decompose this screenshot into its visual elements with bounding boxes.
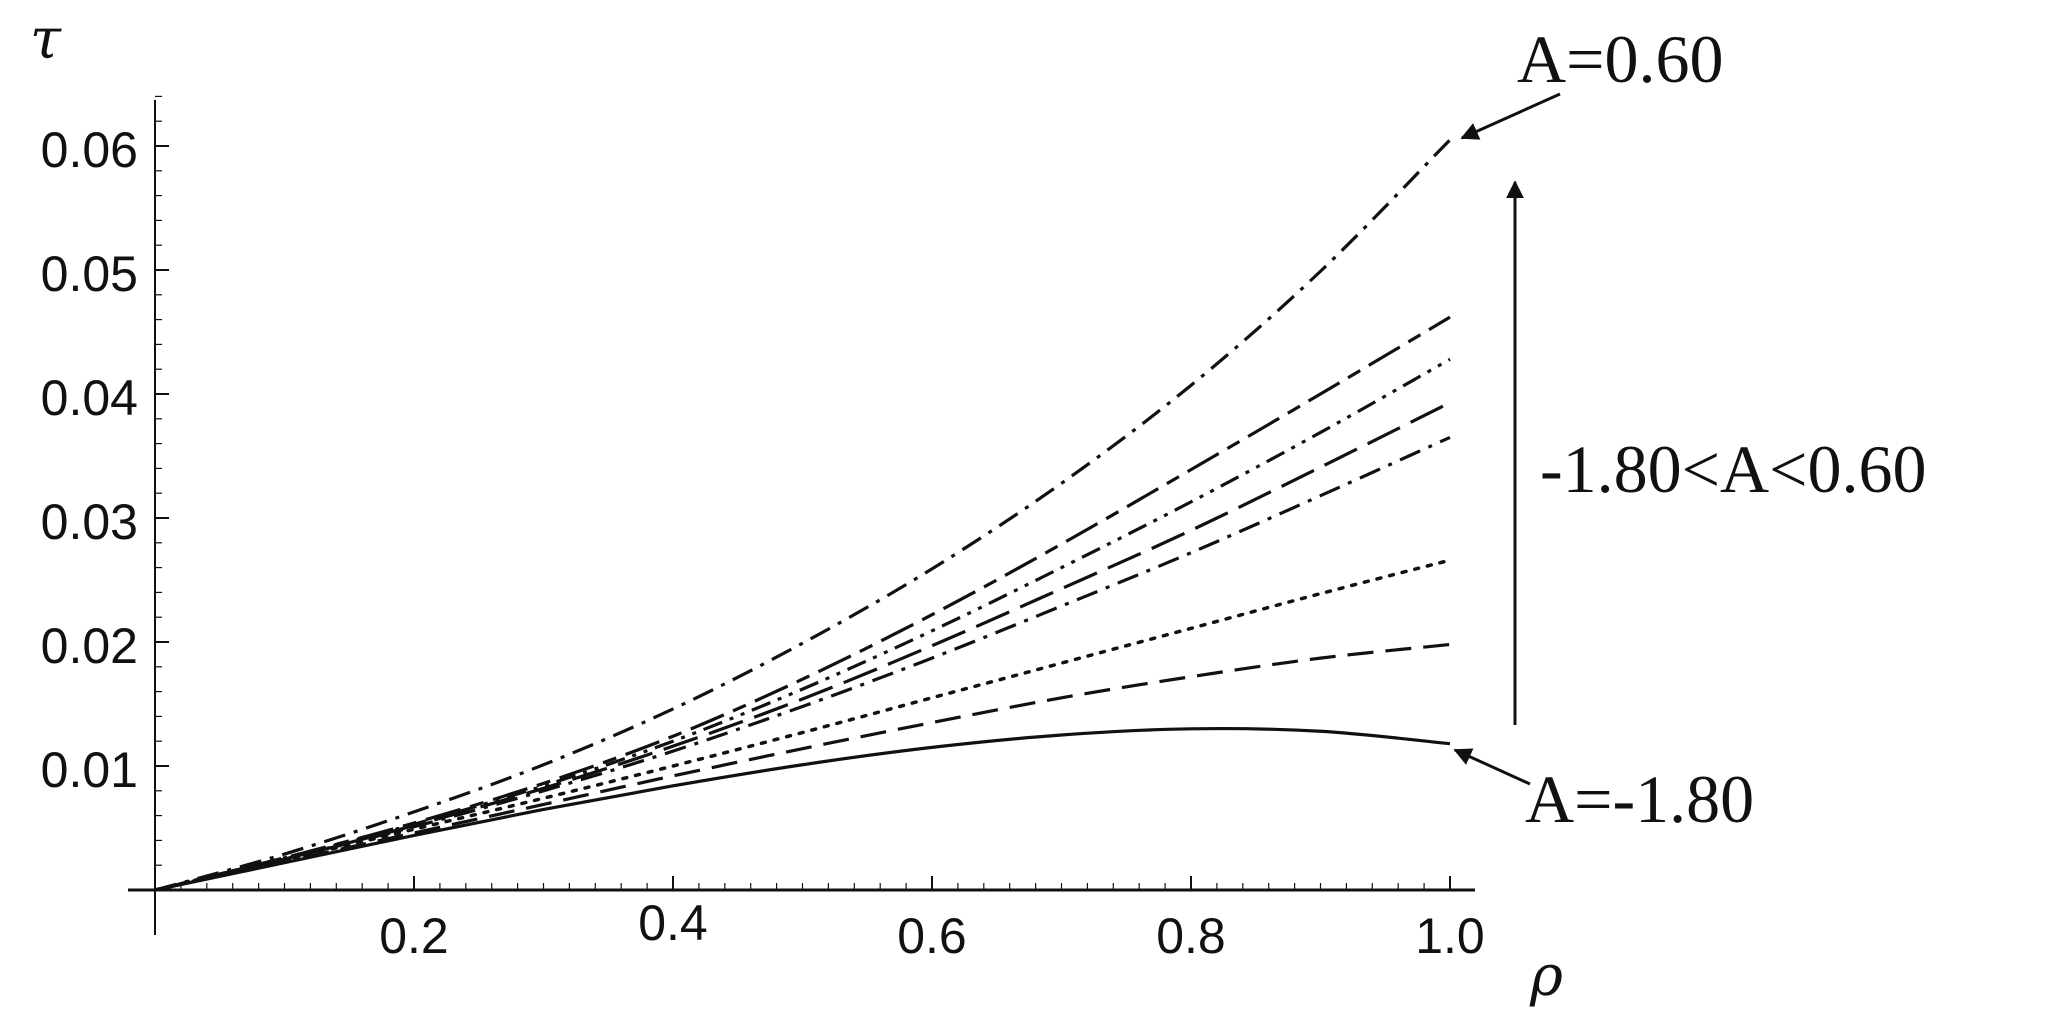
series-line-3 — [153, 558, 1452, 892]
y-axis-label: τ — [30, 7, 62, 72]
x-tick-label: 0.6 — [897, 908, 967, 964]
x-tick-label: 0.8 — [1156, 908, 1226, 964]
axes — [128, 95, 1475, 935]
series-layer — [153, 138, 1452, 892]
series-line-1 — [154, 726, 1451, 892]
y-tick-label: 0.04 — [41, 370, 138, 426]
annotation-bottom: A=-1.80 — [1525, 761, 1754, 837]
series-line-2 — [154, 642, 1451, 892]
series-line-8 — [154, 138, 1452, 892]
x-axis-label: ρ — [1529, 944, 1563, 1009]
series-line-6 — [154, 357, 1451, 892]
annotation-bottom-arrow — [1453, 748, 1531, 786]
series-line-4 — [154, 435, 1451, 892]
y-tick-label: 0.05 — [41, 246, 138, 302]
x-tick-label: 0.2 — [379, 908, 449, 964]
series-line-5 — [154, 401, 1451, 892]
y-minor-ticks — [155, 95, 169, 866]
annotation-range: -1.80<A<0.60 — [1540, 431, 1926, 507]
y-tick-label: 0.02 — [41, 618, 138, 674]
x-tick-labels: 0.2 0.4 0.6 0.8 1.0 — [379, 895, 1485, 964]
x-tick-label: 0.4 — [638, 895, 708, 951]
annotations: A=0.60 -1.80<A<0.60 A=-1.80 — [1453, 21, 1926, 837]
x-minor-ticks — [180, 876, 1451, 890]
annotation-top: A=0.60 — [1517, 21, 1723, 97]
y-tick-label: 0.01 — [41, 742, 138, 798]
y-tick-labels: 0.01 0.02 0.03 0.04 0.05 0.06 — [41, 122, 138, 798]
x-tick-label: 1.0 — [1415, 908, 1485, 964]
y-tick-label: 0.03 — [41, 494, 138, 550]
annotation-top-arrow — [1460, 92, 1561, 140]
series-line-7 — [154, 315, 1451, 892]
y-tick-label: 0.06 — [41, 122, 138, 178]
